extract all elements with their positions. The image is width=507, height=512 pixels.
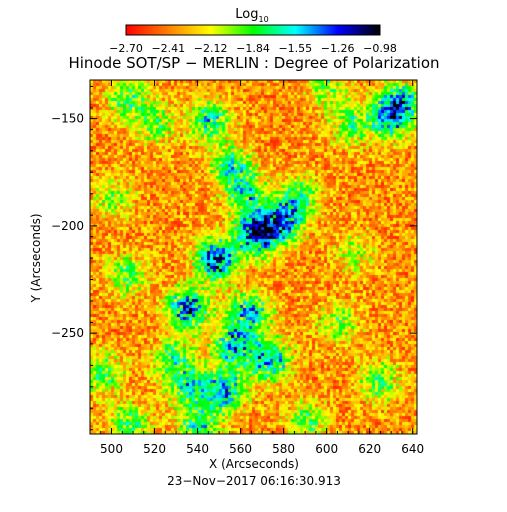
heatmap-cells: [90, 80, 417, 434]
colorbar: Log10 −2.70 −2.41 −2.12 −1.84 −1.55 −1.26 −0.9…: [109, 7, 397, 55]
colorbar-tick-label: −0.98: [363, 42, 397, 55]
colorbar-gradient: [125, 24, 381, 36]
colorbar-label: Log10: [235, 7, 268, 24]
x-tick-label: 580: [272, 442, 295, 456]
chart-title: Hinode SOT/SP − MERLIN : Degree of Polar…: [68, 54, 439, 72]
colorbar-tick-label: −2.41: [151, 42, 185, 55]
colorbar-tick-label: −2.12: [194, 42, 228, 55]
x-tick-label: 520: [143, 442, 166, 456]
plot-frame: [89, 79, 418, 435]
x-tick-label: 600: [315, 442, 338, 456]
y-tick-label: −150: [51, 112, 84, 126]
x-axis: 500 520 540 560 580 600 620 640: [89, 80, 424, 456]
colorbar-tick-label: −1.26: [321, 42, 355, 55]
colorbar-tick-label: −1.84: [236, 42, 270, 55]
y-axis-label: Y (Arcseconds): [29, 213, 43, 303]
x-tick-label: 560: [229, 442, 252, 456]
y-tick-label: −250: [51, 326, 84, 340]
timestamp: 23−Nov−2017 06:16:30.913: [167, 474, 341, 488]
x-tick-label: 500: [100, 442, 123, 456]
x-tick-label: 640: [401, 442, 424, 456]
x-tick-label: 620: [358, 442, 381, 456]
colorbar-tick-label: −2.70: [109, 42, 143, 55]
x-axis-label: X (Arcseconds): [209, 457, 299, 471]
colorbar-tick-labels: −2.70 −2.41 −2.12 −1.84 −1.55 −1.26 −0.98: [109, 42, 397, 55]
colorbar-tick-label: −1.55: [278, 42, 312, 55]
x-tick-label: 540: [186, 442, 209, 456]
heatmap-plot: 500 520 540 560 580 600 620 640 −150 −200 −250: [51, 79, 424, 456]
y-tick-label: −200: [51, 219, 84, 233]
y-axis: −150 −200 −250: [51, 85, 417, 431]
